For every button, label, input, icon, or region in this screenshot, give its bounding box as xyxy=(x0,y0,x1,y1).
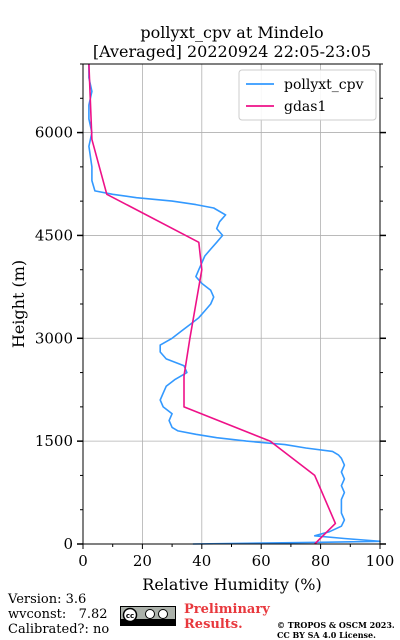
legend-label-gdas1: gdas1 xyxy=(284,99,326,115)
copyright-line1: © TROPOS & OSCM 2023. xyxy=(277,620,395,630)
series-line-gdas1 xyxy=(88,63,337,545)
legend-box xyxy=(238,69,377,121)
y-tick-label: 1500 xyxy=(35,432,73,450)
wvconst-text: wvconst: 7.82 xyxy=(8,607,108,622)
x-tick-label: 40 xyxy=(192,552,211,570)
x-tick-label: 100 xyxy=(366,552,395,570)
copyright-line2: CC BY SA 4.0 License. xyxy=(277,630,376,640)
x-tick-label: 0 xyxy=(78,552,88,570)
chart-title-line2: [Averaged] 20220924 22:05-23:05 xyxy=(93,42,371,61)
x-tick-label: 20 xyxy=(133,552,152,570)
preliminary-notice: Preliminary Results. xyxy=(184,602,270,632)
x-tick-label: 80 xyxy=(311,552,330,570)
y-axis-label: Height (m) xyxy=(9,260,28,348)
rh-profile-chart: pollyxt_cpv at Mindelo [Averaged] 202209… xyxy=(9,23,395,594)
grid-lines xyxy=(82,64,381,545)
axis-ticks: 0 20 40 60 80 100 0 1500 3000 4500 6000 xyxy=(35,63,395,570)
y-tick-label: 3000 xyxy=(35,329,73,347)
svg-text:cc: cc xyxy=(126,612,134,620)
cc-license-logo: cc xyxy=(120,606,176,626)
data-series xyxy=(88,63,381,545)
y-tick-label: 0 xyxy=(63,535,73,553)
cc-logo-icon: cc xyxy=(121,607,175,625)
x-tick-label: 60 xyxy=(252,552,271,570)
preliminary-line1: Preliminary xyxy=(184,602,270,617)
legend: pollyxt_cpv gdas1 xyxy=(238,69,377,121)
series-line-pollyxt_cpv xyxy=(88,64,381,545)
y-tick-label: 6000 xyxy=(35,124,73,142)
preliminary-line2: Results. xyxy=(184,617,243,632)
plot-frame xyxy=(82,63,381,545)
legend-label-pollyxt: pollyxt_cpv xyxy=(284,77,364,93)
y-tick-label: 4500 xyxy=(35,226,73,244)
copyright-notice: © TROPOS & OSCM 2023. CC BY SA 4.0 Licen… xyxy=(277,620,395,640)
x-axis-label: Relative Humidity (%) xyxy=(142,575,321,594)
version-text: Version: 3.6 xyxy=(8,592,87,607)
calibrated-text: Calibrated?: no xyxy=(8,622,110,637)
chart-title-line1: pollyxt_cpv at Mindelo xyxy=(140,23,323,42)
